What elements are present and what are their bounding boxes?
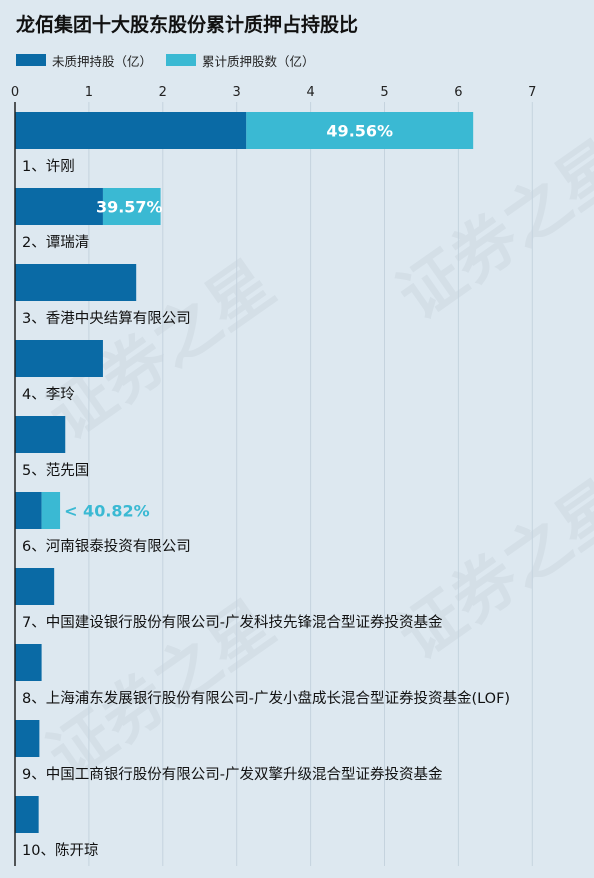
bar-unpledged: [15, 340, 103, 377]
category-label: 10、陈开琼: [22, 841, 98, 859]
category-label: 7、中国建设银行股份有限公司-广发科技先锋混合型证券投资基金: [22, 614, 443, 631]
data-label: 49.56%: [326, 122, 393, 141]
x-tick-label: 4: [306, 85, 314, 100]
chart-legend: 未质押持股（亿） 累计质押股数（亿）: [16, 50, 329, 70]
bar-unpledged: [15, 112, 247, 149]
bar-pledged: [102, 188, 161, 225]
bar-pledged: [41, 492, 61, 529]
x-tick-label: 1: [85, 85, 93, 100]
x-tick-label: 6: [454, 85, 462, 100]
category-label: 1、许刚: [22, 158, 75, 175]
bar-unpledged: [15, 796, 39, 833]
category-label: 6、河南银泰投资有限公司: [22, 538, 191, 555]
category-label: 4、李玲: [22, 386, 75, 403]
chart-title: 龙佰集团十大股东股份累计质押占持股比: [16, 14, 359, 36]
bar-unpledged: [15, 264, 137, 301]
category-label: 8、上海浦东发展银行股份有限公司-广发小盘成长混合型证券投资基金(LOF): [22, 689, 510, 707]
bar-unpledged: [15, 416, 66, 453]
legend-label-unpledged: 未质押持股（亿）: [52, 53, 153, 69]
legend-item-unpledged: 未质押持股（亿）: [16, 51, 152, 70]
x-tick-label: 2: [159, 85, 167, 100]
bar-unpledged: [15, 720, 40, 757]
x-tick-label: 3: [233, 85, 241, 100]
legend-item-pledged: 累计质押股数（亿）: [166, 51, 315, 70]
bar-unpledged: [15, 188, 103, 225]
legend-swatch-pledged: [166, 54, 197, 66]
category-label: 9、中国工商银行股份有限公司-广发双擎升级混合型证券投资基金: [22, 766, 443, 783]
bar-unpledged: [15, 568, 55, 605]
bar-unpledged: [15, 492, 42, 529]
bar-pledged: [246, 112, 474, 149]
data-label: 39.57%: [96, 198, 163, 217]
category-label: 3、香港中央结算有限公司: [22, 310, 191, 327]
legend-swatch-unpledged: [16, 54, 46, 66]
category-label: 5、范先国: [22, 462, 89, 479]
category-label: 2、谭瑞清: [22, 234, 89, 251]
data-label: < 40.82%: [64, 502, 150, 521]
x-tick-label: 0: [11, 85, 19, 100]
legend-label-pledged: 累计质押股数（亿）: [202, 53, 315, 69]
bar-unpledged: [15, 644, 42, 681]
x-tick-label: 5: [380, 85, 388, 100]
x-tick-label: 7: [528, 85, 536, 100]
